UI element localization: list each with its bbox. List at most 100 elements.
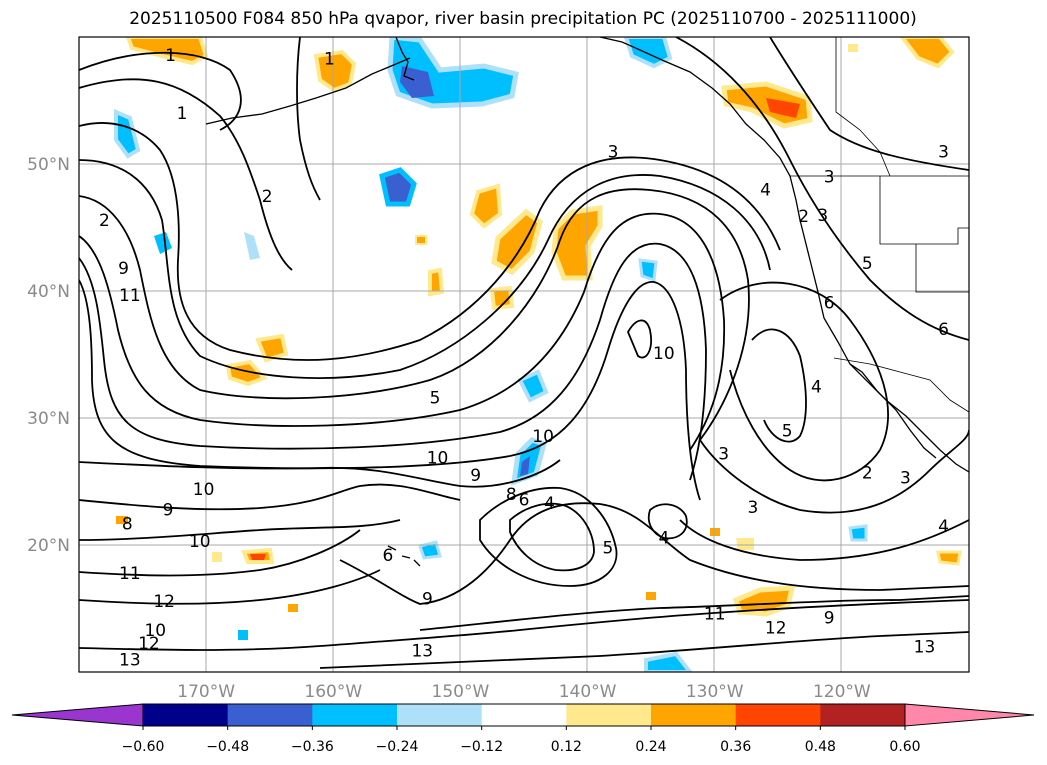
contour-label: 6 xyxy=(824,293,835,313)
contour-label: 9 xyxy=(163,500,174,520)
contour-label: 6 xyxy=(938,320,949,340)
colorbar-tick-label: −0.48 xyxy=(206,739,249,755)
colorbar-tick-label: −0.24 xyxy=(376,739,419,755)
contour-label: 11 xyxy=(119,286,141,306)
shaded-positive-region xyxy=(899,37,955,69)
contour-label: 10 xyxy=(427,448,449,468)
contour-label: 2 xyxy=(862,464,873,484)
contour-line-tropics-13 xyxy=(79,599,969,651)
contour-label: 11 xyxy=(704,605,726,625)
lon-tick-label: 140°W xyxy=(559,682,617,702)
contour-label: 3 xyxy=(824,168,835,188)
contour-label: 10 xyxy=(193,480,215,500)
contour-label: 5 xyxy=(603,539,614,559)
alaska-mainland-coast xyxy=(395,37,415,81)
shaded-negative-region xyxy=(238,630,248,640)
shaded-negative-region xyxy=(154,232,172,254)
contour-line-east-loop-2 xyxy=(719,281,889,482)
contour-line-east-4 xyxy=(679,519,969,561)
shaded-positive-region xyxy=(428,267,445,297)
latitude-tick-labels: 50°N 40°N 30°N 20°N xyxy=(27,155,70,556)
contour-label: 8 xyxy=(122,514,133,534)
contour-label: 2 xyxy=(262,187,273,207)
contour-line-tropics-10 xyxy=(79,459,561,488)
baja-california-coast xyxy=(849,363,937,459)
colorbar-tick-label: −0.12 xyxy=(460,739,503,755)
contour-label: 5 xyxy=(430,389,441,409)
colorbar-bin xyxy=(312,704,398,726)
figure-title: 2025110500 F084 850 hPa qvapor, river ba… xyxy=(129,9,917,29)
north-america-interior-border xyxy=(790,175,969,293)
shaded-positive-region xyxy=(736,538,754,550)
contour-label: 5 xyxy=(782,422,793,442)
qvapor-contours xyxy=(79,37,969,669)
colorbar-tick-label: −0.60 xyxy=(122,739,165,755)
shaded-positive-region xyxy=(255,333,289,363)
contour-line-11 xyxy=(79,279,701,501)
contour-label: 4 xyxy=(811,377,822,397)
shaded-negative-region xyxy=(644,651,693,672)
shaded-positive-region xyxy=(469,183,503,229)
contour-line-1-west xyxy=(79,51,242,131)
contour-line-2-east xyxy=(675,37,969,341)
colorbar-bin xyxy=(735,704,821,726)
colorbar-tick-label: −0.36 xyxy=(291,739,334,755)
contour-label: 1 xyxy=(324,50,335,70)
contour-label: 9 xyxy=(422,589,433,609)
contour-label: 2 xyxy=(99,211,110,231)
shaded-negative-core xyxy=(400,66,434,98)
contour-line-subtropical-4 xyxy=(509,502,595,572)
shaded-positive-region xyxy=(551,205,603,281)
contour-line-tropics-9 xyxy=(79,483,461,511)
colorbar-tick-label: 0.12 xyxy=(551,739,582,755)
contour-label: 10 xyxy=(532,427,554,447)
colorbar-tick-label: 0.48 xyxy=(805,739,836,755)
contour-line-2-west xyxy=(79,78,293,271)
shaded-positive-region xyxy=(710,528,720,536)
contour-label: 8 xyxy=(506,485,517,505)
shaded-positive-region xyxy=(936,550,962,566)
contour-label: 3 xyxy=(747,498,758,518)
colorbar-tick-label: 0.60 xyxy=(889,739,920,755)
contour-label: 3 xyxy=(718,445,729,465)
colorbar-bin xyxy=(227,704,313,726)
contour-label: 12 xyxy=(765,619,787,639)
contour-line-3-outer xyxy=(79,122,781,361)
lon-tick-label: 160°W xyxy=(304,682,362,702)
contour-line-1-north xyxy=(296,37,321,201)
shaded-negative-region xyxy=(244,232,260,260)
shaded-negative-region xyxy=(638,258,658,283)
lon-tick-label: 150°W xyxy=(432,682,490,702)
contour-label: 1 xyxy=(165,46,176,66)
lon-tick-label: 170°W xyxy=(177,682,235,702)
colorbar: −0.60 −0.48 −0.36 −0.24 −0.12 0.12 0.24 0.36 0.4… xyxy=(11,703,1035,755)
map-background xyxy=(79,37,969,672)
contour-line-subtropical-5 xyxy=(479,486,618,587)
shaded-anomalies xyxy=(114,37,962,672)
shaded-positive-region xyxy=(225,359,268,387)
contour-label: 11 xyxy=(119,564,141,584)
shaded-positive-region xyxy=(125,37,209,66)
hawaii-islands xyxy=(387,545,421,567)
contour-label: 3 xyxy=(938,142,949,162)
contour-label: 9 xyxy=(118,259,129,279)
shaded-positive-region xyxy=(415,235,427,245)
contour-label: 10 xyxy=(144,621,166,641)
contour-line-3-east xyxy=(769,37,969,171)
shaded-positive-region xyxy=(489,285,515,311)
shaded-negative-region xyxy=(114,108,141,159)
contour-label: 4 xyxy=(658,528,669,548)
contour-line-south-12 xyxy=(419,595,969,631)
canada-us-border xyxy=(835,37,891,177)
contour-line-4 xyxy=(79,159,771,379)
lon-tick-label: 120°W xyxy=(813,682,871,702)
shaded-positive-core xyxy=(766,98,800,118)
contour-line-central-loop-10 xyxy=(626,319,652,359)
colorbar-tick-label: 0.36 xyxy=(720,739,751,755)
contour-label: 4 xyxy=(544,494,555,514)
contour-label: 2 xyxy=(798,207,809,227)
contour-line-5 xyxy=(79,188,750,441)
gulf-of-alaska-coast xyxy=(599,37,969,473)
